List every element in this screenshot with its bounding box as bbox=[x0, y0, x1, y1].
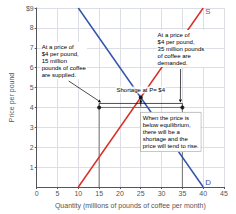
svg-text:pounds of coffee: pounds of coffee bbox=[42, 65, 87, 71]
svg-text:$9: $9 bbox=[26, 5, 34, 12]
svg-text:S: S bbox=[205, 7, 210, 16]
svg-text:35: 35 bbox=[178, 190, 186, 197]
svg-text:$4 per pound,: $4 per pound, bbox=[158, 39, 195, 45]
svg-text:6: 6 bbox=[30, 64, 34, 71]
svg-text:10: 10 bbox=[74, 190, 82, 197]
svg-text:25: 25 bbox=[137, 190, 145, 197]
svg-text:1: 1 bbox=[30, 164, 34, 171]
svg-text:demanded.: demanded. bbox=[158, 60, 188, 66]
svg-text:35 million pounds: 35 million pounds bbox=[158, 46, 205, 52]
svg-text:40: 40 bbox=[199, 190, 207, 197]
svg-text:7: 7 bbox=[30, 44, 34, 51]
svg-text:of coffee are: of coffee are bbox=[158, 53, 192, 59]
svg-text:45: 45 bbox=[220, 190, 228, 197]
svg-text:30: 30 bbox=[158, 190, 166, 197]
svg-text:8: 8 bbox=[30, 24, 34, 31]
svg-text:Shortage at P= $4: Shortage at P= $4 bbox=[116, 87, 165, 93]
svg-text:shortage and the: shortage and the bbox=[143, 136, 189, 142]
svg-text:15: 15 bbox=[95, 190, 103, 197]
svg-text:At a price of: At a price of bbox=[158, 32, 190, 38]
svg-text:2: 2 bbox=[30, 144, 34, 151]
svg-text:20: 20 bbox=[116, 190, 124, 197]
svg-text:are supplied.: are supplied. bbox=[42, 72, 77, 78]
svg-text:At a price of: At a price of bbox=[42, 44, 74, 50]
svg-text:5: 5 bbox=[30, 84, 34, 91]
svg-text:below equilibrium,: below equilibrium, bbox=[143, 122, 191, 128]
svg-text:15 million: 15 million bbox=[42, 58, 67, 64]
svg-text:5: 5 bbox=[56, 190, 60, 197]
svg-text:price will tend to rise.: price will tend to rise. bbox=[143, 143, 199, 149]
svg-text:Price per pound: Price per pound bbox=[8, 73, 16, 123]
svg-text:0: 0 bbox=[35, 190, 39, 197]
svg-text:3: 3 bbox=[30, 124, 34, 131]
svg-text:When the price is: When the price is bbox=[143, 115, 189, 121]
svg-text:there will be a: there will be a bbox=[143, 129, 181, 135]
svg-text:Quantity (millions of pounds o: Quantity (millions of pounds of coffee p… bbox=[55, 202, 206, 210]
svg-text:4: 4 bbox=[30, 104, 34, 111]
svg-text:D: D bbox=[205, 178, 211, 187]
svg-text:$4 per pound,: $4 per pound, bbox=[42, 51, 79, 57]
